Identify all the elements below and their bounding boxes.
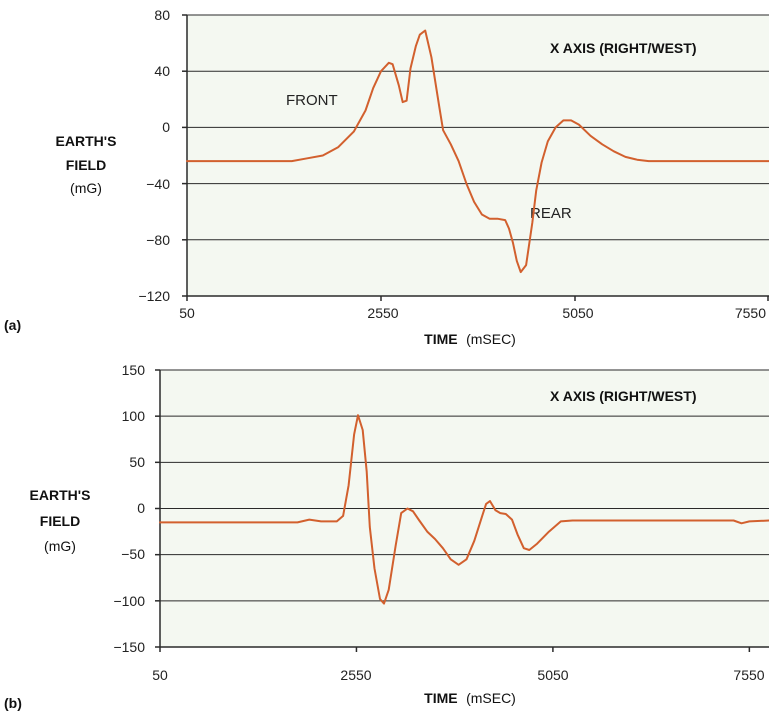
- plot-area-a: [187, 15, 769, 296]
- y-axis-label-line2-a: FIELD: [66, 157, 106, 173]
- y-tick-label: −100: [113, 593, 145, 609]
- data-series-line-b: [159, 414, 769, 605]
- annotation-front: FRONT: [286, 92, 338, 109]
- panel-b: 150 100 50 0 −50 −100 −150 50 2550 5050 …: [4, 362, 769, 711]
- y-tick-label: 150: [122, 362, 146, 378]
- x-axis-label-bold: TIME: [424, 331, 457, 347]
- x-tick-labels-b: 50 2550 5050 7550: [152, 667, 765, 683]
- y-tick-labels-b: 150 100 50 0 −50 −100 −150: [113, 362, 145, 655]
- y-tick-label: 40: [154, 63, 170, 79]
- y-axis-label-line3-a: (mG): [70, 180, 102, 196]
- panel-label-b: (b): [4, 695, 22, 711]
- annotation-rear: REAR: [530, 205, 572, 222]
- x-tick-label: 5050: [562, 305, 593, 321]
- chart-title-b: X AXIS (RIGHT/WEST): [550, 388, 696, 404]
- chart-title-a: X AXIS (RIGHT/WEST): [550, 40, 696, 56]
- x-tick-label: 7550: [735, 305, 766, 321]
- y-tick-label: 0: [162, 119, 170, 135]
- x-axis-label-bold: TIME: [424, 690, 457, 706]
- y-tick-labels-a: 80 40 0 −40 −80 −120: [138, 7, 170, 304]
- y-axis-label-line1-b: EARTH'S: [30, 487, 91, 503]
- x-tick-label: 7550: [733, 667, 764, 683]
- x-axis-label-b: TIME (mSEC): [424, 690, 516, 707]
- y-axis-label-line3-b: (mG): [44, 538, 76, 554]
- y-tick-label: 50: [129, 454, 145, 470]
- x-axis-label-unit: (mSEC): [466, 690, 516, 706]
- y-tick-label: −40: [146, 176, 170, 192]
- x-tick-labels-a: 50 2550 5050 7550: [179, 305, 766, 321]
- x-tick-label: 2550: [340, 667, 371, 683]
- y-axis-label-line2-b: FIELD: [40, 513, 80, 529]
- data-series-line-a: [186, 29, 769, 274]
- y-tick-label: −50: [121, 546, 145, 562]
- y-tick-label: 100: [122, 408, 146, 424]
- y-tick-label: −120: [138, 288, 170, 304]
- y-axis-label-line1-a: EARTH'S: [56, 133, 117, 149]
- x-tick-label: 50: [152, 667, 168, 683]
- y-tick-label: 80: [154, 7, 170, 23]
- x-tick-label: 5050: [537, 667, 568, 683]
- gridlines-b: [155, 369, 769, 652]
- panel-a: 80 40 0 −40 −80 −120 50 2550 5050 7550 E…: [4, 7, 769, 348]
- x-axis-label-a: TIME (mSEC): [424, 331, 516, 348]
- x-tick-label: 50: [179, 305, 195, 321]
- x-tick-label: 2550: [367, 305, 398, 321]
- y-tick-label: −150: [113, 639, 145, 655]
- y-tick-label: 0: [137, 500, 145, 516]
- panel-label-a: (a): [4, 317, 21, 333]
- y-tick-label: −80: [146, 232, 170, 248]
- x-axis-label-unit: (mSEC): [466, 331, 516, 347]
